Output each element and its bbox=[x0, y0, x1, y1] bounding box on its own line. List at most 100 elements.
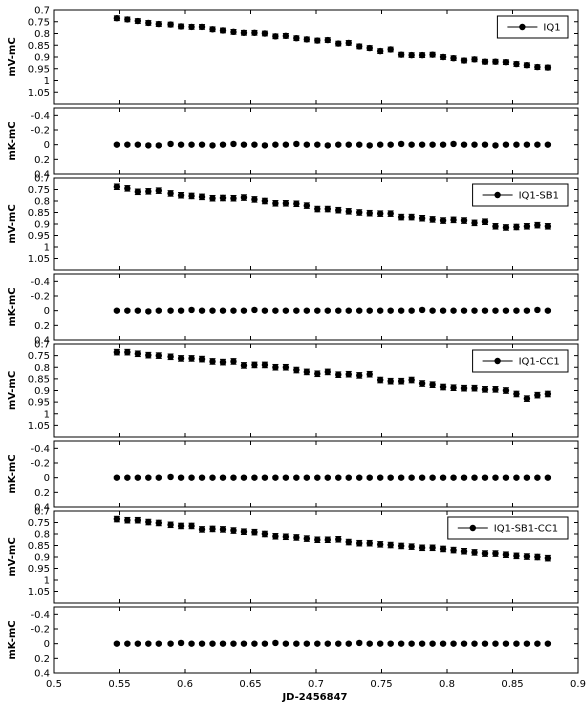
data-point bbox=[503, 224, 509, 230]
data-point bbox=[377, 474, 383, 480]
data-point bbox=[251, 30, 257, 36]
data-point bbox=[304, 535, 310, 541]
data-point bbox=[156, 352, 162, 358]
data-point bbox=[367, 45, 373, 51]
data-point bbox=[387, 307, 393, 313]
data-point bbox=[283, 474, 289, 480]
data-point bbox=[145, 474, 151, 480]
data-point bbox=[356, 307, 362, 313]
data-point bbox=[135, 517, 141, 523]
data-point bbox=[471, 549, 477, 555]
panel-5: 0.70.750.80.850.90.9511.05mV-mCIQ1-CC1 bbox=[7, 340, 578, 438]
y-tick-label: 0.7 bbox=[34, 174, 50, 185]
y-axis-label: mV-mC bbox=[7, 371, 18, 410]
data-point bbox=[199, 307, 205, 313]
data-point bbox=[230, 307, 236, 313]
data-point bbox=[124, 517, 130, 523]
data-point bbox=[251, 141, 257, 147]
data-point bbox=[419, 474, 425, 480]
data-point bbox=[513, 474, 519, 480]
data-point bbox=[114, 184, 120, 190]
y-tick-label: 0.75 bbox=[28, 17, 50, 28]
y-tick-label: 0.75 bbox=[28, 351, 50, 362]
data-point bbox=[220, 195, 226, 201]
x-axis-label: JD-2456847 bbox=[281, 692, 347, 703]
panel-frame bbox=[54, 441, 578, 507]
data-point bbox=[534, 307, 540, 313]
data-point bbox=[377, 307, 383, 313]
data-point bbox=[545, 474, 551, 480]
data-point bbox=[114, 474, 120, 480]
data-point bbox=[367, 371, 373, 377]
data-point bbox=[262, 198, 268, 204]
data-point bbox=[209, 307, 215, 313]
data-point bbox=[346, 208, 352, 214]
data-point bbox=[135, 474, 141, 480]
y-tick-label: 0.85 bbox=[28, 374, 50, 385]
data-point bbox=[188, 141, 194, 147]
data-point bbox=[503, 141, 509, 147]
y-tick-label: 0.75 bbox=[28, 185, 50, 196]
data-point bbox=[251, 474, 257, 480]
data-point bbox=[304, 369, 310, 375]
y-tick-label: 1 bbox=[44, 576, 50, 587]
legend-label: IQ1-CC1 bbox=[519, 357, 560, 368]
y-tick-label: 0.95 bbox=[28, 64, 50, 75]
y-tick-label: -0.2 bbox=[30, 625, 50, 636]
y-tick-label: 0.85 bbox=[28, 541, 50, 552]
data-point bbox=[429, 216, 435, 222]
data-point bbox=[188, 193, 194, 199]
data-point bbox=[167, 354, 173, 360]
data-point bbox=[367, 540, 373, 546]
panel-6: -0.4 -0.2 0 0.2 0.4 mK-mC bbox=[7, 441, 578, 514]
data-point bbox=[408, 52, 414, 58]
data-point bbox=[230, 141, 236, 147]
y-tick-label: 0.2 bbox=[34, 488, 50, 499]
data-point bbox=[534, 474, 540, 480]
data-point bbox=[545, 555, 551, 561]
data-point bbox=[534, 640, 540, 646]
y-tick-label: 0.8 bbox=[34, 197, 50, 208]
data-point bbox=[419, 380, 425, 386]
data-point bbox=[335, 40, 341, 46]
data-point bbox=[419, 640, 425, 646]
data-point bbox=[304, 640, 310, 646]
data-point bbox=[534, 141, 540, 147]
data-point bbox=[440, 546, 446, 552]
data-point bbox=[209, 195, 215, 201]
data-point bbox=[534, 222, 540, 228]
data-point bbox=[230, 640, 236, 646]
data-point bbox=[314, 37, 320, 43]
y-axis-label: mK-mC bbox=[7, 620, 18, 659]
data-point bbox=[461, 57, 467, 63]
data-point bbox=[145, 20, 151, 26]
data-point bbox=[188, 24, 194, 30]
y-tick-label: 0.95 bbox=[28, 231, 50, 242]
data-point bbox=[199, 526, 205, 532]
data-point bbox=[513, 141, 519, 147]
data-point bbox=[262, 474, 268, 480]
x-tick-label: 0.8 bbox=[439, 679, 455, 690]
y-tick-label: 0.85 bbox=[28, 208, 50, 219]
data-point bbox=[450, 217, 456, 223]
y-tick-label: 0.9 bbox=[34, 386, 50, 397]
y-tick-label: 0.4 bbox=[34, 669, 50, 680]
data-point bbox=[367, 210, 373, 216]
data-point bbox=[492, 640, 498, 646]
data-point bbox=[304, 202, 310, 208]
data-point bbox=[314, 371, 320, 377]
y-axis-label: mV-mC bbox=[7, 204, 18, 243]
y-tick-label: 1.05 bbox=[28, 421, 50, 432]
data-point bbox=[440, 54, 446, 60]
data-point bbox=[156, 307, 162, 313]
data-point bbox=[482, 550, 488, 556]
data-point bbox=[304, 474, 310, 480]
data-point bbox=[492, 474, 498, 480]
data-point bbox=[429, 640, 435, 646]
data-point bbox=[408, 640, 414, 646]
data-point bbox=[356, 141, 362, 147]
data-point bbox=[145, 519, 151, 525]
data-point bbox=[209, 526, 215, 532]
panel-2: -0.4 -0.2 0 0.2 0.4 mK-mC bbox=[7, 108, 578, 181]
data-point bbox=[283, 307, 289, 313]
